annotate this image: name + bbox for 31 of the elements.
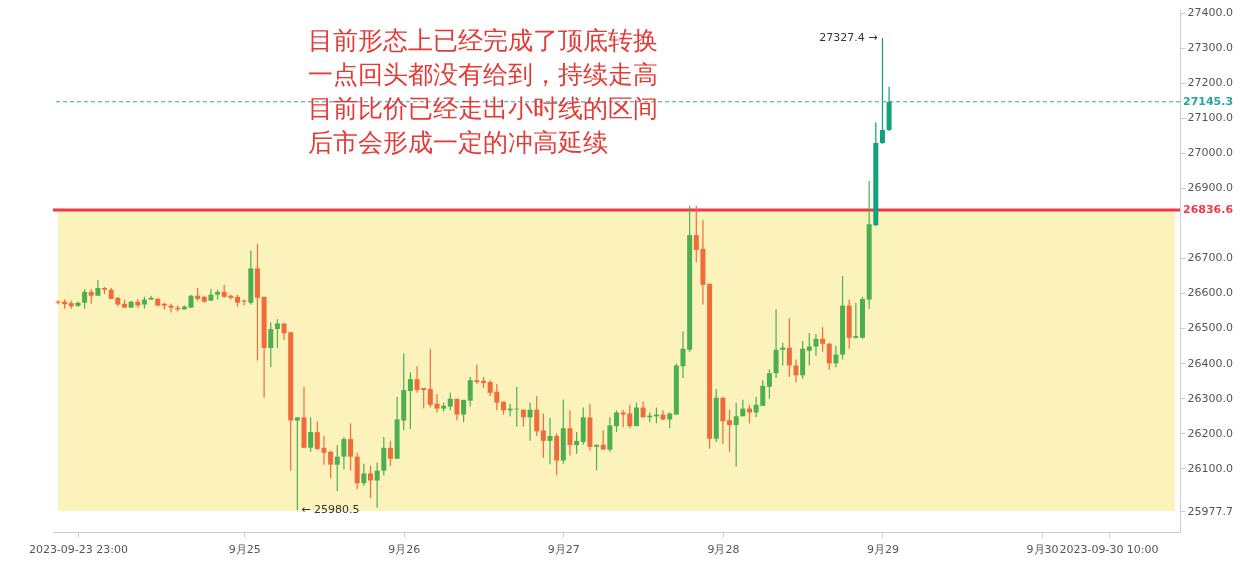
y-tick-label: 26500.0 [1187,321,1233,335]
y-tick-label: 25977.7 [1187,504,1233,518]
annotation: 27327.4 → [819,30,878,44]
x-tick-label: 2023-09-30 10:00 [1059,542,1159,556]
x-tick-label: 9月28 [707,542,740,556]
x-tick-label: 9月25 [228,542,261,556]
y-tick-label: 26400.0 [1187,356,1233,370]
y-tick-label: 27100.0 [1187,111,1233,125]
y-tick-label: 26100.0 [1187,461,1233,475]
ref-line-label: 26836.6 [1183,203,1234,216]
x-tick-label: 9月26 [388,542,421,556]
y-tick-label: 26200.0 [1187,426,1233,440]
annotation: ← 25980.5 [301,503,360,517]
annotation: 后市会形成一定的冲高延续 [308,128,608,157]
y-tick-label: 26900.0 [1187,181,1233,195]
x-tick-label: 9月30 [1026,542,1059,556]
y-tick-label: 26300.0 [1187,391,1233,405]
y-tick-label: 26700.0 [1187,251,1233,265]
y-tick-label: 27300.0 [1187,41,1233,55]
annotation: 目前形态上已经完成了顶底转换 [308,26,658,55]
x-tick-label: 2023-09-23 23:00 [28,542,129,556]
y-tick-label: 27400.0 [1187,6,1233,20]
x-tick-label: 9月29 [866,542,899,556]
annotation: 一点回头都没有给到，持续走高 [308,60,658,89]
ref-line-label: 27145.3 [1183,94,1234,108]
y-tick-label: 27200.0 [1187,76,1233,90]
y-tick-label: 27000.0 [1187,146,1233,160]
candlestick [294,416,300,511]
y-tick-label: 26600.0 [1187,286,1233,300]
x-tick-label: 9月27 [547,542,580,556]
annotation: 目前比价已经走出小时线的区间 [308,94,658,123]
